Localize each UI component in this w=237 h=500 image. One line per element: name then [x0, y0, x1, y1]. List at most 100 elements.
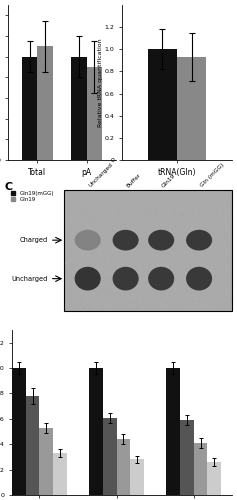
Point	[228, 258, 232, 266]
Point	[86, 270, 89, 278]
Point	[225, 234, 228, 241]
Point	[204, 256, 208, 264]
Point	[171, 282, 175, 290]
Point	[194, 198, 198, 205]
Point	[140, 240, 143, 248]
Point	[173, 210, 177, 218]
Point	[63, 214, 67, 222]
Point	[190, 240, 193, 248]
Point	[220, 211, 224, 219]
Point	[91, 221, 95, 229]
Point	[128, 304, 131, 312]
Point	[227, 252, 230, 260]
Point	[168, 277, 172, 285]
Point	[112, 217, 115, 225]
Point	[207, 192, 211, 200]
Point	[213, 222, 216, 230]
Point	[147, 290, 150, 298]
Point	[69, 278, 73, 286]
Point	[193, 261, 197, 269]
Point	[188, 232, 191, 239]
Point	[199, 293, 203, 301]
Point	[84, 238, 87, 246]
Text: Charged: Charged	[19, 237, 47, 243]
Point	[86, 266, 90, 274]
Point	[76, 266, 80, 274]
Point	[160, 194, 164, 202]
Point	[82, 208, 86, 216]
Point	[228, 277, 232, 285]
Point	[117, 200, 121, 208]
Point	[220, 237, 224, 245]
Point	[123, 302, 127, 310]
Point	[119, 198, 123, 206]
Point	[162, 227, 166, 235]
Point	[116, 230, 120, 238]
Point	[143, 210, 146, 218]
Point	[109, 262, 113, 270]
Point	[191, 248, 195, 256]
Point	[177, 300, 181, 308]
Point	[208, 252, 212, 260]
Point	[169, 298, 173, 306]
Point	[173, 303, 176, 311]
Point	[168, 286, 171, 294]
Point	[199, 200, 203, 208]
Point	[83, 306, 87, 314]
Point	[71, 306, 75, 314]
Point	[127, 236, 131, 244]
Point	[181, 230, 185, 238]
Point	[84, 214, 88, 222]
Point	[222, 192, 226, 200]
Point	[170, 292, 174, 300]
Point	[198, 252, 202, 260]
Point	[118, 270, 122, 278]
Point	[121, 254, 125, 262]
Point	[189, 216, 193, 224]
Point	[153, 210, 157, 218]
Point	[88, 272, 92, 280]
Point	[132, 264, 136, 272]
Point	[66, 265, 70, 273]
Point	[132, 279, 136, 287]
Point	[81, 282, 85, 290]
Point	[129, 280, 133, 288]
Point	[90, 274, 94, 282]
Point	[195, 234, 199, 241]
Point	[155, 280, 159, 288]
Point	[129, 232, 133, 239]
Point	[212, 297, 216, 305]
Point	[160, 190, 164, 198]
Point	[204, 258, 208, 266]
Point	[224, 232, 228, 240]
Point	[118, 262, 122, 270]
Point	[212, 262, 216, 270]
Point	[108, 271, 112, 279]
Point	[227, 261, 231, 269]
Point	[230, 233, 234, 241]
Point	[81, 262, 85, 270]
Point	[152, 199, 156, 207]
Point	[165, 210, 169, 218]
Point	[172, 220, 176, 228]
Point	[63, 280, 67, 287]
Point	[77, 250, 81, 258]
Point	[103, 298, 107, 306]
Point	[90, 296, 94, 304]
Point	[213, 202, 217, 210]
Point	[226, 259, 230, 267]
Point	[208, 256, 212, 264]
Point	[209, 271, 213, 279]
Point	[213, 290, 217, 298]
Point	[207, 233, 211, 241]
Point	[217, 204, 221, 212]
Point	[193, 255, 196, 263]
Point	[108, 256, 111, 264]
Point	[210, 238, 214, 246]
Point	[90, 228, 94, 236]
Point	[69, 260, 73, 268]
Point	[150, 285, 153, 293]
Point	[115, 194, 119, 202]
Point	[124, 266, 128, 274]
Point	[197, 236, 201, 244]
